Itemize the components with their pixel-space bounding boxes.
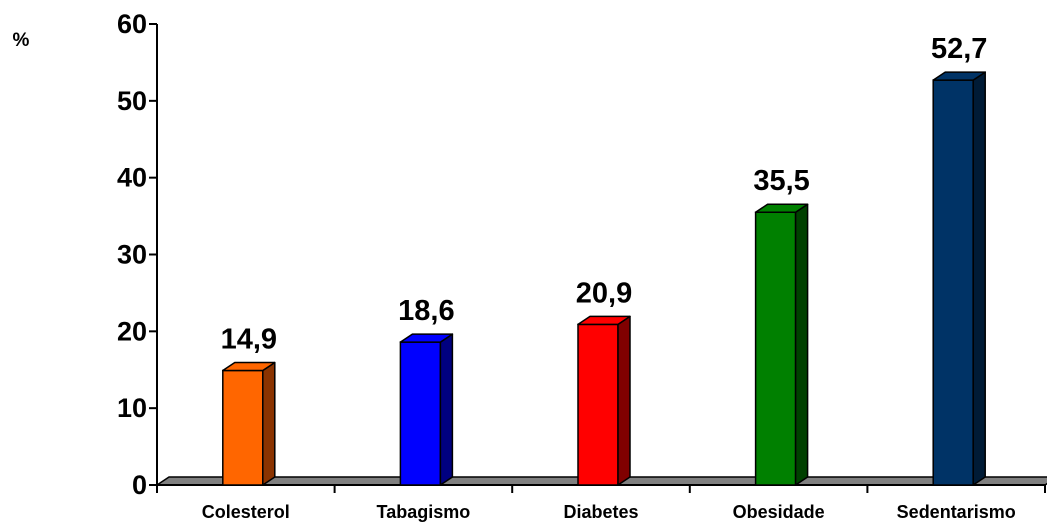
bar-top: [577, 315, 631, 326]
y-tick-label: 30: [117, 240, 147, 270]
x-tick-label: Obesidade: [733, 502, 825, 522]
bar-side: [794, 203, 809, 486]
bar: [932, 71, 986, 486]
bar-front: [399, 341, 442, 486]
bar-top: [932, 71, 986, 81]
y-tick-label: 40: [117, 163, 147, 193]
bar-front: [932, 79, 974, 486]
y-tick-label: 50: [117, 86, 147, 116]
bar-side: [439, 333, 454, 486]
x-tick-label: Colesterol: [202, 502, 290, 522]
bar-front: [754, 211, 797, 486]
y-tick-label: 20: [117, 316, 147, 346]
y-tick-label: 10: [117, 393, 147, 423]
bar-top: [399, 333, 454, 343]
bar-top: [222, 361, 276, 372]
data-label: 35,5: [753, 165, 809, 197]
bar-top: [754, 203, 809, 213]
bar: [577, 315, 631, 486]
bar-front: [222, 369, 264, 486]
bar-front: [577, 323, 619, 486]
y-tick-label: 60: [117, 9, 147, 39]
x-tick-label: Tabagismo: [377, 502, 471, 522]
data-label: 20,9: [576, 277, 632, 309]
data-label: 14,9: [221, 324, 277, 356]
y-tick-label: 0: [132, 470, 147, 500]
bar: [399, 333, 454, 486]
x-tick-label: Sedentarismo: [897, 502, 1016, 522]
x-tick-label: Diabetes: [563, 502, 638, 522]
data-label: 52,7: [931, 33, 987, 65]
bar: [754, 203, 809, 486]
bar-side: [617, 315, 631, 486]
bar-side: [262, 361, 276, 486]
bar: [222, 361, 276, 486]
data-label: 18,6: [398, 295, 454, 327]
y-axis-unit-label: %: [13, 30, 30, 51]
bar-side: [972, 71, 986, 486]
